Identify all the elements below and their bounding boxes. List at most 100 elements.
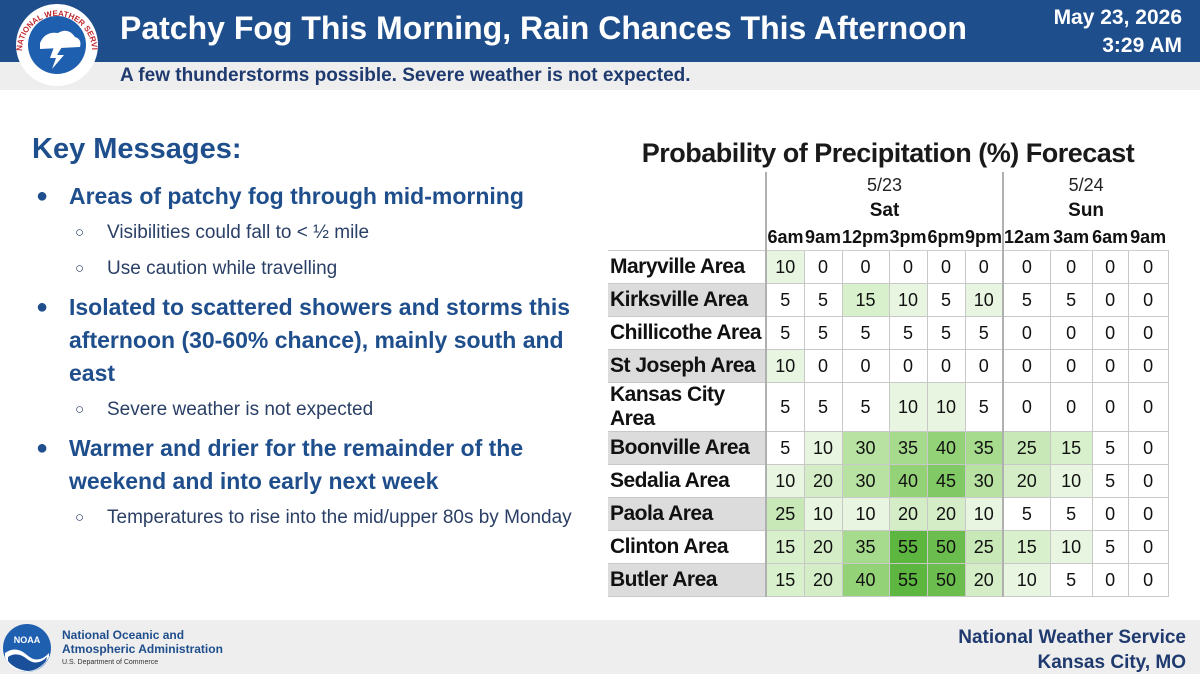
hour-label: 9am — [804, 224, 842, 251]
pop-cell: 5 — [1091, 530, 1129, 564]
pop-cell: 20 — [803, 530, 843, 564]
nws-logo: NATIONAL WEATHER SERVICE — [10, 3, 99, 86]
pop-cell: 50 — [926, 563, 966, 597]
pop-cell: 0 — [1091, 563, 1129, 597]
area-name: Kirksville Area — [608, 283, 767, 317]
pop-cell: 5 — [841, 382, 890, 432]
sub-message-text: Use caution while travelling — [107, 258, 338, 279]
area-name: Maryville Area — [608, 250, 767, 284]
subtitle: A few thunderstorms possible. Severe wea… — [120, 65, 691, 86]
pop-cell: 0 — [926, 349, 966, 383]
pop-cell: 15 — [1002, 530, 1051, 564]
pop-cell: 5 — [765, 382, 805, 432]
noaa-logo: NOAA — [3, 624, 51, 672]
pop-cell: 0 — [1127, 464, 1169, 498]
pop-cell: 0 — [888, 349, 928, 383]
pop-cell: 0 — [841, 250, 890, 284]
table-row: St Joseph Area 10 0 0 0 0 0 0 0 0 0 — [608, 349, 1169, 383]
pop-cell: 0 — [803, 349, 843, 383]
key-message: ● Isolated to scattered showers and storm… — [32, 291, 572, 390]
pop-cell: 5 — [841, 316, 890, 350]
pop-cell: 0 — [964, 349, 1004, 383]
pop-cell: 40 — [841, 563, 890, 597]
key-message-text: Areas of patchy fog through mid-morning — [69, 183, 524, 209]
pop-cell: 10 — [964, 283, 1004, 317]
key-messages-list: ● Areas of patchy fog through mid-morning… — [32, 180, 572, 540]
hour-label: 3pm — [889, 224, 928, 251]
day-name: Sat — [764, 198, 1004, 224]
sub-message: ○ Use caution while travelling — [32, 255, 572, 283]
sub-message-text: Severe weather is not expected — [107, 399, 374, 420]
pop-cell: 5 — [1049, 563, 1093, 597]
bullet-icon: ● — [36, 437, 49, 459]
pop-cell: 50 — [926, 530, 966, 564]
pop-cell: 5 — [803, 382, 843, 432]
bullet-icon: ● — [36, 296, 49, 318]
subtitle-bar — [0, 62, 1200, 90]
area-name: Paola Area — [608, 497, 767, 531]
pop-cell: 30 — [841, 464, 890, 498]
table-row: Kansas City Area 5 5 5 10 10 5 0 0 0 0 — [608, 382, 1169, 432]
sub-message: ○ Temperatures to rise into the mid/upper… — [32, 504, 572, 532]
pop-cell: 20 — [803, 464, 843, 498]
pop-cell: 0 — [1127, 497, 1169, 531]
footer-bar — [0, 620, 1200, 674]
pop-cell: 0 — [1002, 316, 1051, 350]
pop-cell: 0 — [1091, 316, 1129, 350]
pop-cell: 0 — [888, 250, 928, 284]
table-row: Sedalia Area 10 20 30 40 45 30 20 10 5 0 — [608, 464, 1169, 498]
hour-label: 6am — [765, 224, 804, 251]
pop-cell: 5 — [1091, 431, 1129, 465]
pop-cell: 10 — [765, 349, 805, 383]
chart-title: Probability of Precipitation (%) Forecas… — [641, 138, 1135, 168]
pop-cell: 5 — [1049, 283, 1093, 317]
pop-cell: 5 — [1002, 283, 1051, 317]
pop-cell: 30 — [964, 464, 1004, 498]
nws-office: National Weather Service Kansas City, MO — [958, 625, 1186, 675]
pop-cell: 0 — [1091, 349, 1129, 383]
noaa-line-2: Atmospheric Administration — [62, 642, 223, 656]
pop-cell: 0 — [1127, 431, 1169, 465]
table-row: Butler Area 15 20 40 55 50 20 10 5 0 0 — [608, 563, 1169, 597]
pop-cell: 20 — [926, 497, 966, 531]
pop-cell: 0 — [1127, 316, 1169, 350]
pop-cell: 0 — [1091, 283, 1129, 317]
pop-cell: 0 — [964, 250, 1004, 284]
pop-cell: 5 — [926, 283, 966, 317]
pop-cell: 45 — [926, 464, 966, 498]
table-row: Chillicothe Area 5 5 5 5 5 5 0 0 0 0 — [608, 316, 1169, 350]
area-name: Clinton Area — [608, 530, 767, 564]
sub-message: ○ Visibilities could fall to < ½ mile — [32, 219, 572, 247]
table-row: Clinton Area 15 20 35 55 50 25 15 10 5 0 — [608, 530, 1169, 564]
sub-bullet-icon: ○ — [75, 509, 85, 526]
pop-cell: 0 — [1049, 316, 1093, 350]
table-row: Boonville Area 5 10 30 35 40 35 25 15 5 0 — [608, 431, 1169, 465]
pop-cell: 20 — [1002, 464, 1051, 498]
pop-cell: 10 — [841, 497, 890, 531]
pop-cell: 0 — [1127, 563, 1169, 597]
pop-cell: 5 — [926, 316, 966, 350]
pop-cell: 15 — [1049, 431, 1093, 465]
pop-cell: 30 — [841, 431, 890, 465]
pop-cell: 0 — [1091, 382, 1129, 432]
hour-label: 9am — [1128, 224, 1169, 251]
pop-cell: 5 — [803, 316, 843, 350]
pop-cell: 15 — [765, 563, 805, 597]
corner-cell — [608, 198, 766, 224]
pop-cell: 10 — [1002, 563, 1051, 597]
pop-cell: 5 — [1091, 464, 1129, 498]
pop-cell: 0 — [1091, 497, 1129, 531]
pop-cell: 10 — [1049, 530, 1093, 564]
day-date: 5/24 — [1002, 172, 1169, 198]
pop-cell: 0 — [1127, 349, 1169, 383]
pop-cell: 10 — [888, 283, 928, 317]
pop-cell: 5 — [964, 316, 1004, 350]
pop-cell: 0 — [926, 250, 966, 284]
hour-label: 9pm — [965, 224, 1004, 251]
pop-cell: 40 — [888, 464, 928, 498]
pop-cell: 5 — [1049, 497, 1093, 531]
noaa-line-1: National Oceanic and — [62, 628, 185, 642]
pop-cell: 15 — [765, 530, 805, 564]
area-name: Boonville Area — [608, 431, 767, 465]
pop-cell: 0 — [1127, 530, 1169, 564]
